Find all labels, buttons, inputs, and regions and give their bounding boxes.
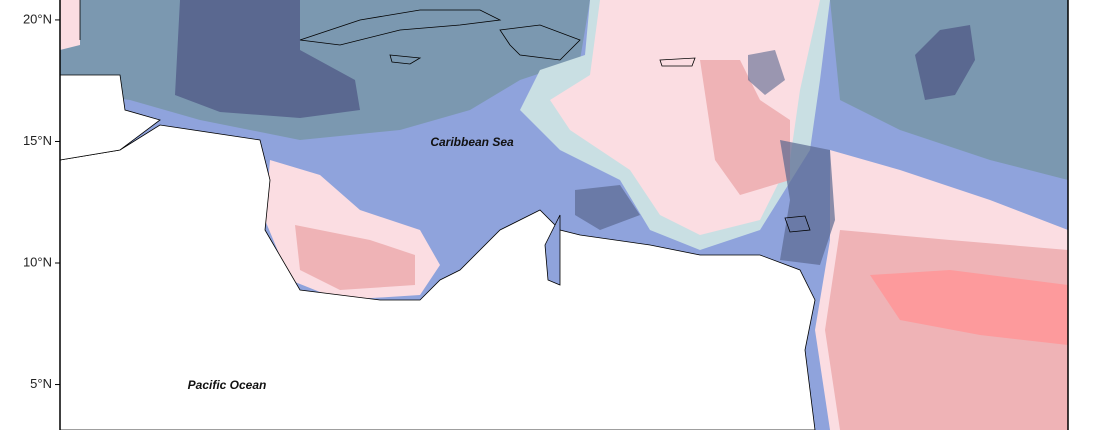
land <box>60 74 161 161</box>
land <box>60 124 816 430</box>
contour-field <box>60 0 1068 430</box>
island <box>659 57 696 67</box>
dark-zone <box>575 185 640 230</box>
island <box>299 9 502 46</box>
dark-zone <box>915 25 975 100</box>
ocean-label: Pacific Ocean <box>188 378 267 392</box>
sea-label: Caribbean Sea <box>430 135 514 149</box>
lat-tick-label: 20°N <box>23 11 52 26</box>
dark-zone <box>748 50 785 95</box>
dark-zone <box>175 0 360 118</box>
lat-axis: 20°N 15°N 10°N 5°N <box>23 11 60 391</box>
lat-tick-label: 10°N <box>23 254 52 269</box>
salmon-zone <box>870 270 1068 345</box>
rose-zone <box>295 225 415 290</box>
island <box>784 215 811 233</box>
dark-zone <box>780 140 835 265</box>
island <box>499 24 581 61</box>
lake <box>544 214 561 286</box>
lat-tick-label: 5°N <box>30 376 52 391</box>
lat-tick-label: 15°N <box>23 133 52 148</box>
pink-zone <box>60 0 80 50</box>
island <box>389 54 422 65</box>
rose-zone <box>700 60 790 195</box>
